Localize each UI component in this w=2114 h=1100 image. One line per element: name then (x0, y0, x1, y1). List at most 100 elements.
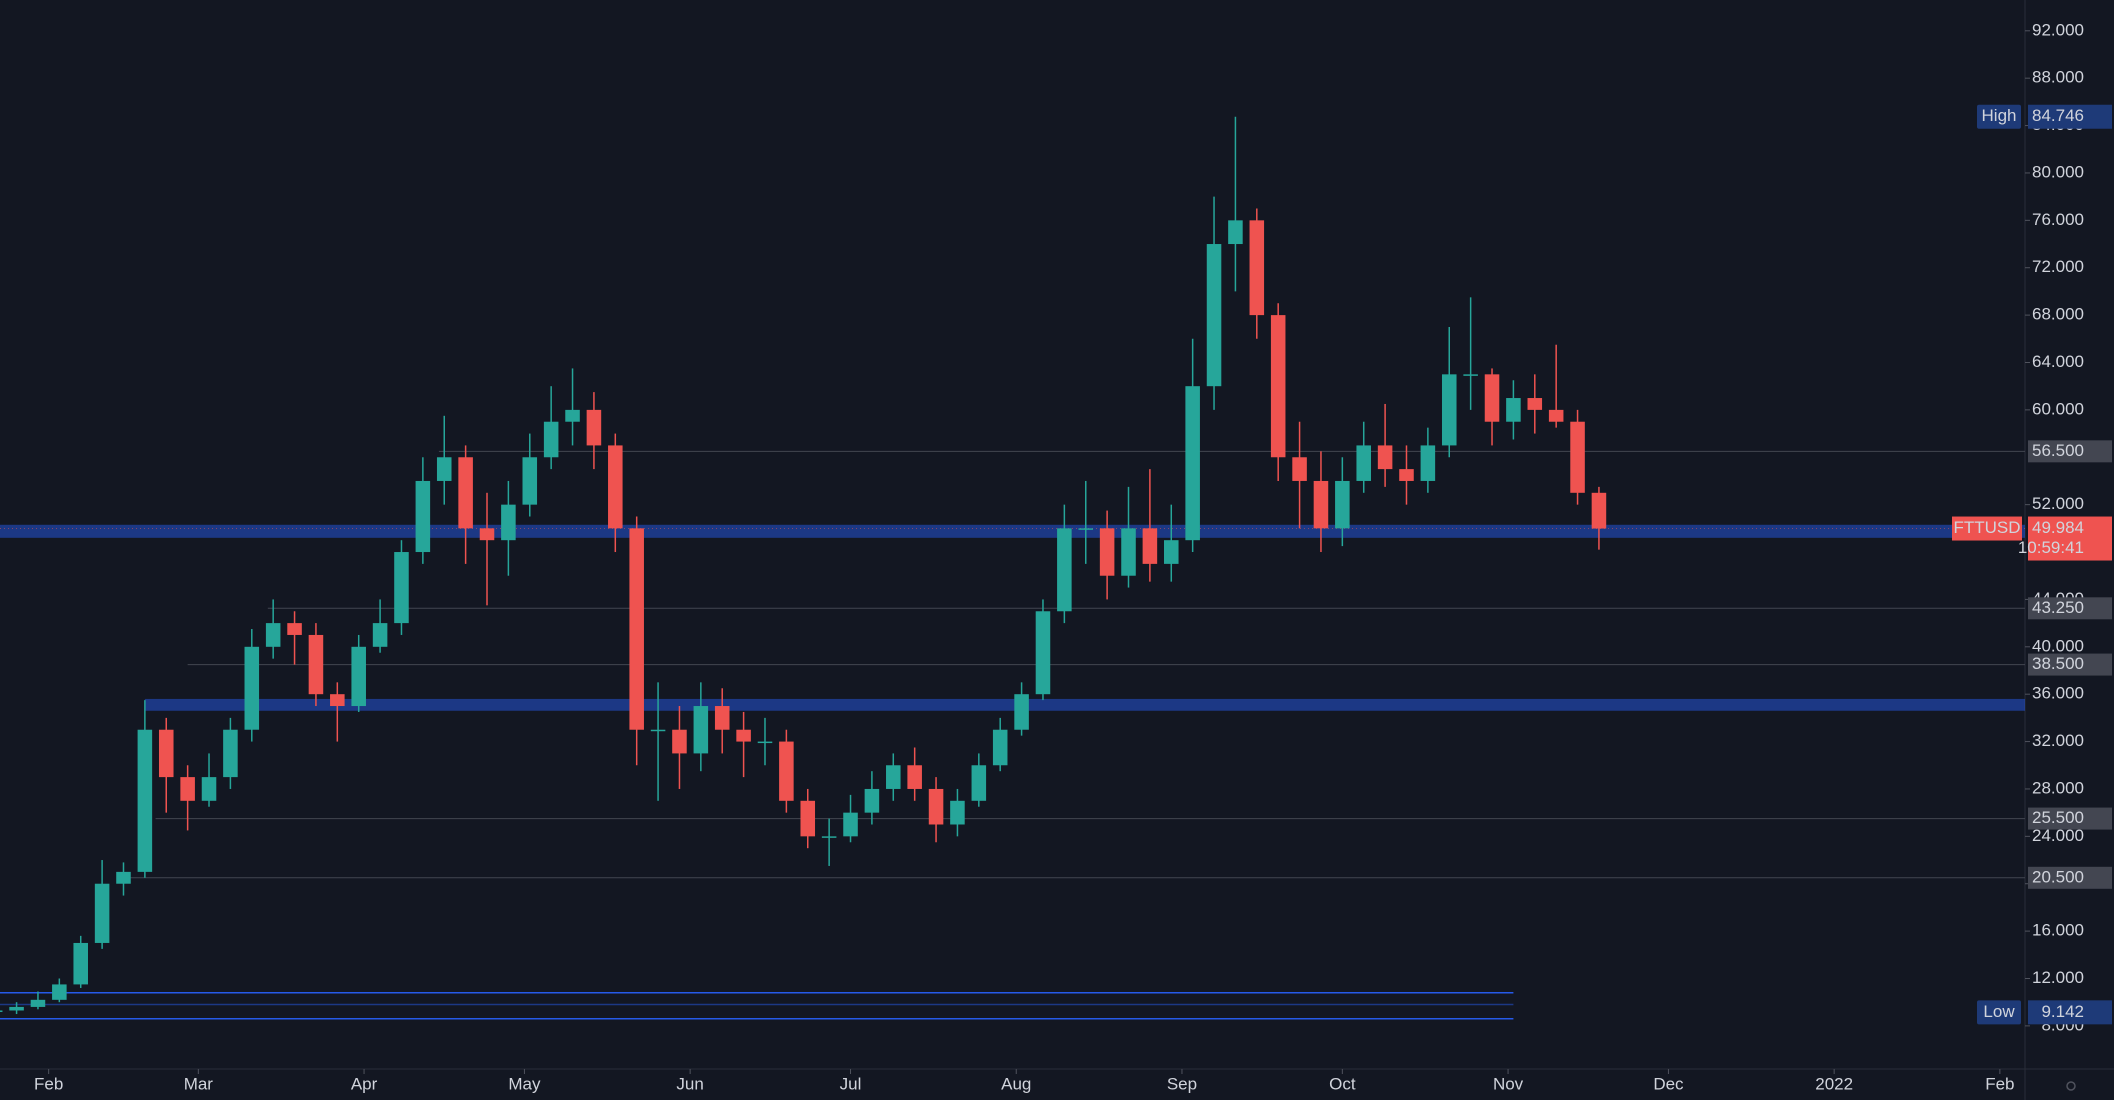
candle-body (94, 883, 110, 943)
candle-body (1399, 469, 1414, 481)
candle-body (372, 623, 388, 647)
candle-body (1014, 694, 1029, 730)
candle-body (928, 788, 944, 825)
candle-body (864, 788, 880, 813)
candle-body (543, 421, 559, 458)
candle-body (479, 528, 495, 541)
level-badge (2028, 807, 2112, 830)
candle-body (1335, 480, 1350, 529)
y-tick-label: 28.000 (2032, 778, 2084, 797)
candle-body (1185, 386, 1200, 541)
x-tick-label: May (508, 1074, 541, 1093)
candle-body (1420, 445, 1436, 481)
y-tick-label: 32.000 (2032, 731, 2084, 750)
level-label: 20.500 (2032, 867, 2084, 886)
candle-body (52, 984, 67, 1000)
candle-body (415, 480, 431, 553)
candle-body (201, 777, 217, 801)
y-tick-label: 12.000 (2032, 968, 2084, 987)
candle-body (779, 741, 794, 801)
candle-body (351, 646, 366, 707)
candle-body (757, 741, 773, 744)
candle-body (693, 706, 709, 754)
candle-body (1228, 220, 1243, 245)
candle-body (436, 457, 452, 481)
y-tick-label: 60.000 (2032, 399, 2084, 418)
candle-body (1377, 445, 1393, 470)
level-label: 43.250 (2032, 598, 2084, 617)
candle-body (73, 942, 88, 985)
candle-body (1570, 421, 1585, 493)
candle-body (1164, 540, 1179, 564)
candle-body (800, 800, 816, 837)
candle-body (1057, 528, 1072, 612)
candle-body (501, 504, 516, 541)
level-label: 25.500 (2032, 808, 2084, 827)
x-tick-label: Sep (1167, 1074, 1197, 1093)
candle-body (672, 729, 687, 754)
last-price-badge (2028, 516, 2112, 561)
candle-body (265, 623, 281, 647)
candle-body (950, 800, 965, 825)
candle-body (586, 409, 602, 446)
candle-body (971, 765, 987, 801)
x-tick-label: Feb (1985, 1074, 2014, 1093)
level-label: 38.500 (2032, 654, 2084, 673)
candle-body (992, 729, 1008, 766)
candle-body (308, 634, 324, 695)
marker-badge (1977, 104, 2021, 129)
level-label: 56.500 (2032, 441, 2084, 460)
candle-body (330, 694, 345, 707)
last-price: 49.984 (2032, 518, 2084, 537)
candle-body (907, 765, 922, 789)
candle-body (244, 646, 260, 730)
marker-label: High (1982, 106, 2017, 125)
y-tick-label: 52.000 (2032, 494, 2084, 513)
y-tick-label: 80.000 (2032, 162, 2084, 181)
x-tick-label: Jul (840, 1074, 862, 1093)
candle-body (1142, 528, 1158, 564)
x-tick-label: Jun (676, 1074, 703, 1093)
candle-body (1356, 445, 1371, 481)
candle-body (0, 1010, 3, 1012)
x-tick-label: Feb (34, 1074, 63, 1093)
candle-body (223, 729, 238, 778)
level-badge (2028, 597, 2112, 620)
candle-body (650, 729, 666, 732)
candle-body (714, 706, 730, 730)
level-badge (2028, 866, 2112, 889)
candle-body (1206, 244, 1222, 387)
support-zone (144, 698, 2026, 711)
candle-body (1035, 611, 1051, 695)
candle-body (1441, 374, 1457, 446)
x-tick-label: Dec (1653, 1074, 1684, 1093)
candle-body (1099, 528, 1115, 576)
marker-value-badge (2028, 104, 2112, 129)
x-tick-label: Nov (1493, 1074, 1524, 1093)
candle-body (1548, 409, 1564, 422)
marker-value: 84.746 (2032, 106, 2084, 125)
y-tick-label: 88.000 (2032, 68, 2084, 87)
candle-body (1292, 457, 1307, 481)
marker-value-badge (2028, 1000, 2112, 1025)
candle-body (287, 623, 302, 635)
marker-label: Low (1983, 1002, 2015, 1021)
x-tick-label: Mar (184, 1074, 214, 1093)
symbol-label: FTTUSD (1953, 518, 2020, 537)
candle-body (843, 812, 858, 837)
level-badge (2028, 653, 2112, 676)
x-tick-label: Apr (351, 1074, 378, 1093)
y-tick-label: 72.000 (2032, 257, 2084, 276)
settings-icon[interactable] (2066, 1081, 2076, 1091)
y-tick-label: 92.000 (2032, 20, 2084, 39)
x-tick-label: Oct (1329, 1074, 1356, 1093)
candle-body (1591, 492, 1607, 529)
support-zone (0, 524, 2025, 538)
candle-body (9, 1006, 24, 1011)
candle-body (1121, 528, 1136, 576)
candle-body (1506, 398, 1521, 422)
y-tick-label: 36.000 (2032, 684, 2084, 703)
candle-body (180, 777, 195, 801)
